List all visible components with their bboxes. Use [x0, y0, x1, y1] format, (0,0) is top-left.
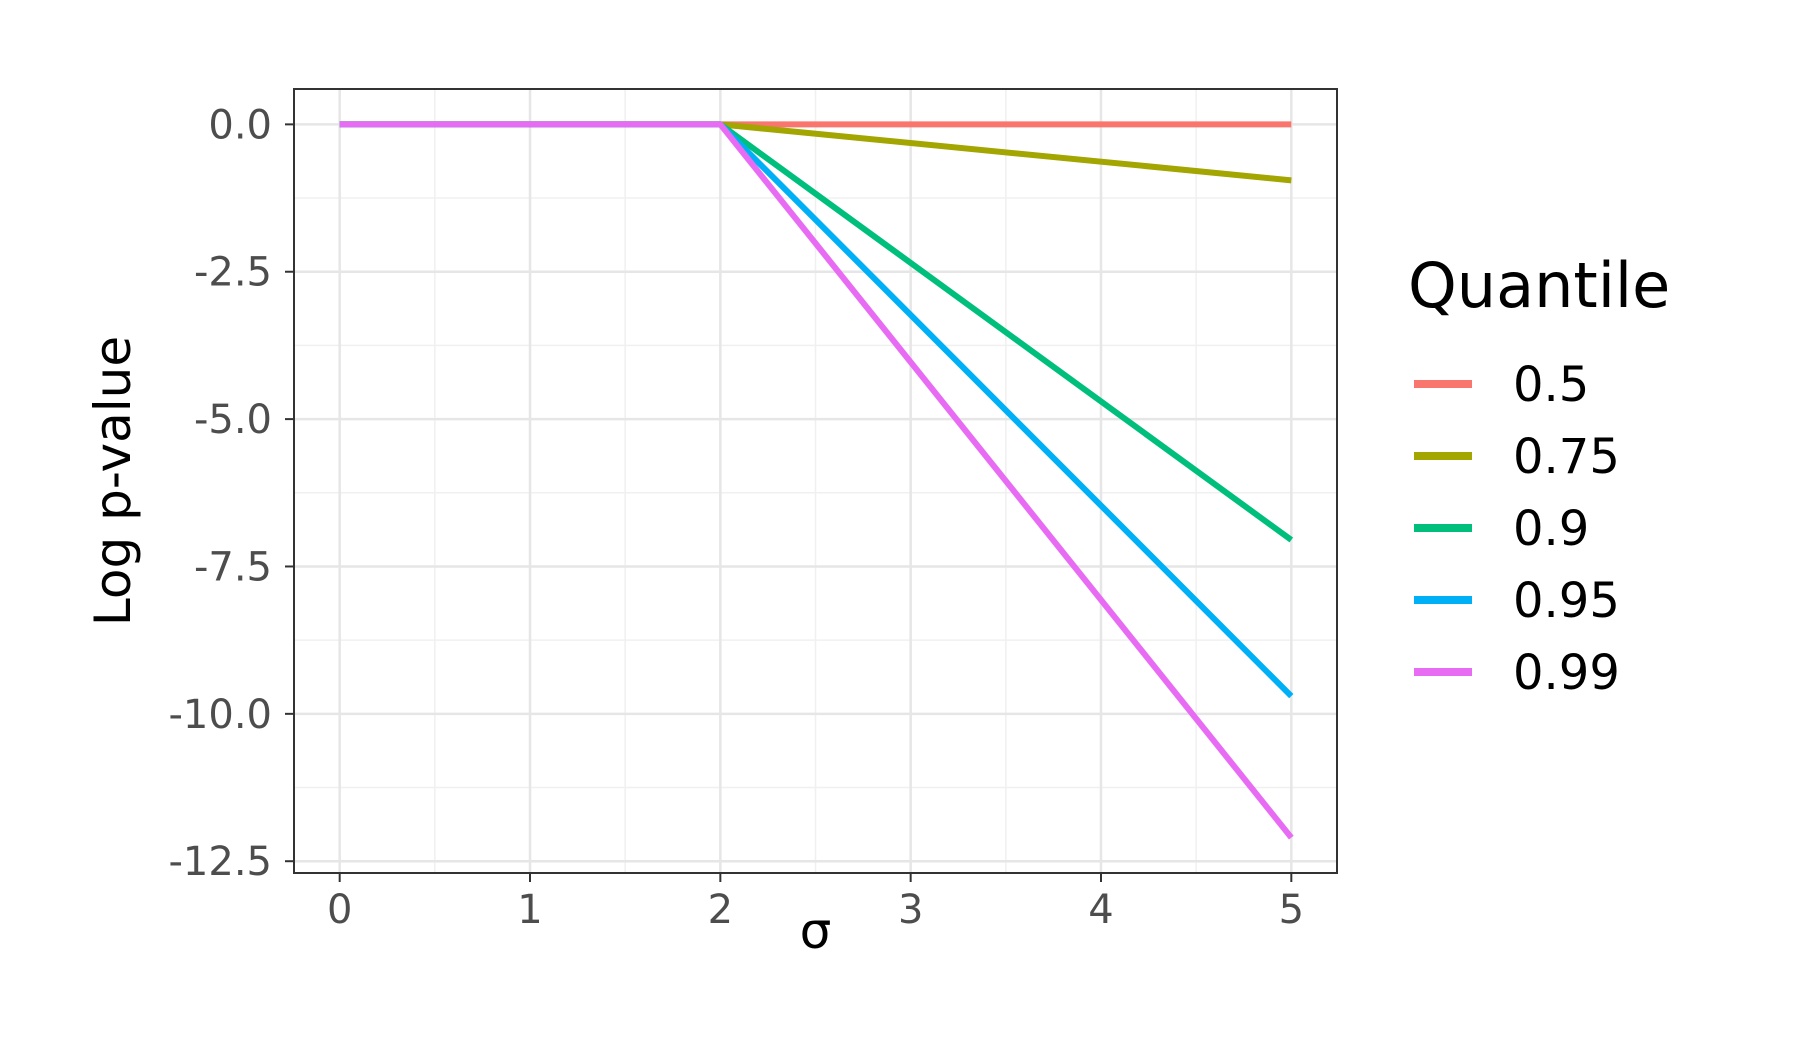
x-tick-label: 0	[327, 887, 352, 933]
series-line-0-99	[339, 121, 1294, 840]
x-tick-label: 5	[1279, 887, 1304, 933]
axis-ticks: 0 1 2 3 4 5 0.0 -2.5 -5.0 -7.5 -10.0 -12.5	[169, 102, 1305, 933]
x-tick-label: 2	[708, 887, 733, 933]
y-tick-label: -2.5	[194, 250, 272, 296]
plot-border	[293, 88, 1338, 874]
legend-label: 0.99	[1513, 645, 1620, 701]
y-tick-label: -10.0	[169, 692, 273, 738]
x-tick-label: 4	[1088, 887, 1113, 933]
x-tick-label: 1	[517, 887, 542, 933]
x-axis-title: σ	[800, 902, 832, 960]
y-axis-title: Log p-value	[84, 336, 142, 626]
legend-label: 0.5	[1513, 357, 1589, 413]
legend-label: 0.9	[1513, 501, 1589, 557]
legend: 0.5 0.75 0.9 0.95 0.99	[1414, 357, 1620, 701]
legend-title: Quantile	[1408, 249, 1670, 322]
series-lines	[339, 121, 1294, 840]
y-tick-label: 0.0	[208, 102, 272, 148]
y-tick-label: -7.5	[194, 544, 272, 590]
grid	[294, 89, 1337, 873]
x-tick-label: 3	[898, 887, 923, 933]
y-tick-label: -5.0	[194, 397, 272, 443]
y-tick-label: -12.5	[169, 839, 273, 885]
legend-label: 0.75	[1513, 429, 1620, 485]
legend-label: 0.95	[1513, 573, 1620, 629]
